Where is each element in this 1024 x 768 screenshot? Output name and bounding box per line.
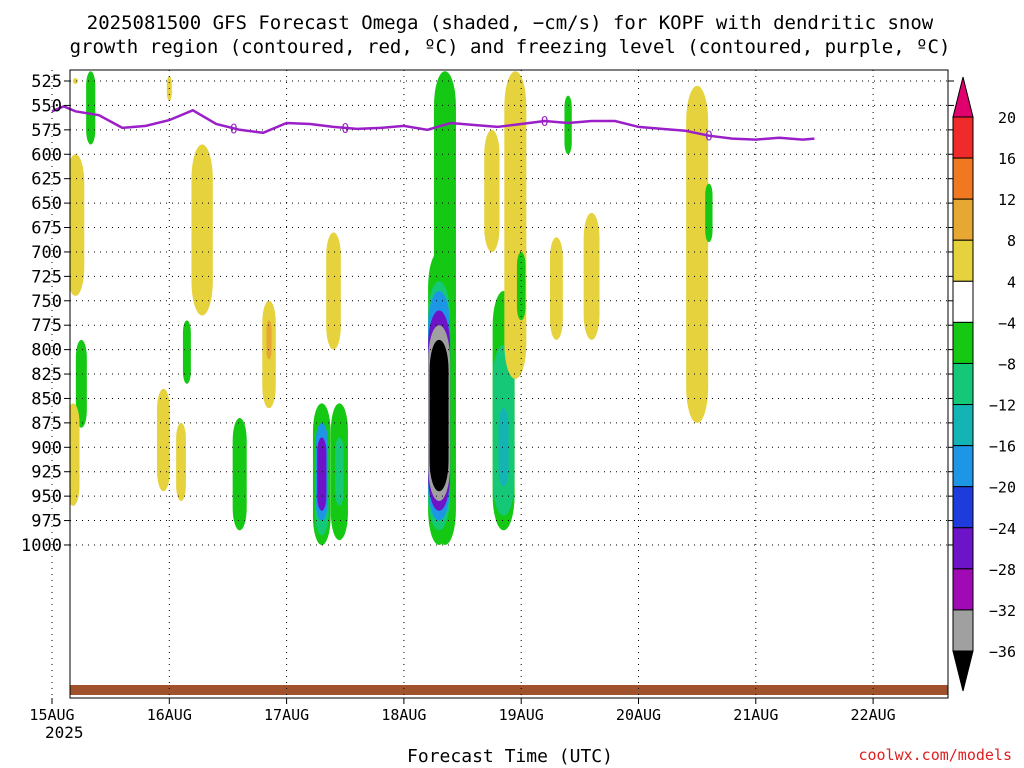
omega-cell-10 (182, 320, 191, 384)
omega-cell-11 (191, 144, 213, 316)
colorbar-label-6: −8 (998, 355, 1016, 373)
credit-text: coolwx.com/models (858, 746, 1012, 764)
freezing-level-label-3: 0 (705, 130, 713, 145)
colorbar-swatch-1 (952, 157, 974, 200)
colorbar-label-12: −32 (989, 602, 1016, 620)
y-tick-label-750: 750 (31, 292, 62, 312)
x-tick-label-18AUG: 18AUG (381, 706, 426, 724)
omega-cell-34 (504, 71, 527, 379)
omega-cell-36 (549, 237, 563, 340)
colorbar-swatch-5 (952, 321, 974, 364)
y-tick-label-675: 675 (31, 219, 62, 239)
colorbar-label-11: −28 (989, 561, 1016, 579)
y-tick-label-900: 900 (31, 438, 62, 458)
colorbar-label-5: −4 (998, 314, 1016, 332)
y-tick-label-825: 825 (31, 365, 62, 385)
ground-terrain (70, 685, 948, 695)
y-tick-label-850: 850 (31, 389, 62, 409)
y-tick-label-975: 975 (31, 512, 62, 532)
omega-cell-28 (429, 339, 449, 492)
colorbar-swatch-12 (952, 609, 974, 652)
x-tick-label-20AUG: 20AUG (616, 706, 661, 724)
grid (51, 70, 948, 698)
x-tick-label-22AUG: 22AUG (851, 706, 896, 724)
y-tick-label-775: 775 (31, 316, 62, 336)
omega-cell-5 (86, 71, 96, 145)
freezing-level-line (51, 105, 815, 141)
x-tick-label-21AUG: 21AUG (733, 706, 778, 724)
colorbar-bottom-triangle (952, 650, 974, 692)
y-tick-label-550: 550 (31, 96, 62, 116)
y-tick-label-525: 525 (31, 72, 62, 92)
omega-cell-4 (70, 403, 80, 506)
plot-frame (69, 69, 949, 699)
omega-cell-2 (72, 78, 78, 84)
colorbar-label-2: 12 (998, 191, 1016, 209)
colorbar: 20 16 12 8 4 −4 −8 −12 −16 −20 −24 −28 −32 −36 (952, 76, 1016, 692)
omega-cell-20 (335, 437, 344, 506)
x-axis-title: Forecast Time (UTC) (407, 746, 613, 767)
freezing-level-label-1: 0 (341, 122, 349, 137)
colorbar-swatch-9 (952, 486, 974, 529)
colorbar-label-1: 16 (998, 150, 1016, 168)
omega-cell-29 (484, 129, 500, 252)
y-tick-label-950: 950 (31, 487, 62, 507)
omega-cell-12 (232, 417, 247, 531)
colorbar-swatch-8 (952, 445, 974, 488)
y-tick-label-600: 600 (31, 145, 62, 165)
colorbar-swatch-4 (952, 280, 974, 323)
y-axis: 525 550 575 600 625 650 675 700 725 750 775 800 825 8… (21, 72, 954, 556)
omega-cell-6 (70, 154, 85, 296)
chart-title-line-1: 2025081500 GFS Forecast Omega (shaded, −… (87, 12, 934, 34)
freezing-level-label-0: 0 (230, 122, 238, 137)
freezing-level-label-2: 0 (541, 115, 549, 130)
colorbar-label-8: −16 (989, 438, 1016, 456)
x-tick-label-15AUG: 15AUG (29, 706, 74, 724)
omega-cell-38 (583, 212, 600, 340)
omega-cell-37 (564, 95, 572, 155)
omega-cell-32 (498, 408, 509, 487)
y-tick-label-625: 625 (31, 170, 62, 190)
colorbar-swatch-0 (952, 116, 974, 159)
colorbar-swatch-11 (952, 568, 974, 611)
colorbar-label-0: 20 (998, 109, 1016, 127)
y-tick-label-800: 800 (31, 341, 62, 361)
omega-shading (70, 71, 713, 545)
freezing-level: 0 0 0 0 (51, 105, 815, 145)
x-tick-label-16AUG: 16AUG (147, 706, 192, 724)
colorbar-swatch-10 (952, 527, 974, 570)
colorbar-label-10: −24 (989, 520, 1016, 538)
x-tick-label-17AUG: 17AUG (264, 706, 309, 724)
omega-cell-39 (686, 85, 709, 423)
omega-cell-8 (157, 388, 170, 492)
colorbar-label-9: −20 (989, 479, 1016, 497)
omega-cell-3 (75, 339, 87, 428)
y-tick-label-650: 650 (31, 194, 62, 214)
y-tick-label-925: 925 (31, 463, 62, 483)
colorbar-label-7: −12 (989, 397, 1016, 415)
y-tick-label-875: 875 (31, 414, 62, 434)
chart-title-line-2: growth region (contoured, red, ºC) and f… (70, 36, 951, 58)
colorbar-label-3: 8 (1007, 232, 1016, 250)
omega-cell-18 (317, 437, 327, 511)
colorbar-swatch-3 (952, 239, 974, 282)
y-tick-label-700: 700 (31, 243, 62, 263)
year-label: 2025 (45, 723, 84, 742)
colorbar-label-13: −36 (989, 643, 1016, 661)
omega-cell-21 (326, 232, 341, 350)
omega-cell-14 (266, 320, 272, 360)
colorbar-swatch-7 (952, 404, 974, 447)
colorbar-swatch-2 (952, 198, 974, 241)
y-tick-label-1000: 1000 (21, 536, 62, 556)
omega-cell-9 (176, 422, 186, 502)
omega-cell-40 (705, 183, 713, 243)
colorbar-label-4: 4 (1007, 273, 1016, 291)
colorbar-swatch-6 (952, 362, 974, 406)
x-tick-label-19AUG: 19AUG (499, 706, 544, 724)
y-tick-label-575: 575 (31, 121, 62, 141)
colorbar-top-triangle (952, 76, 974, 118)
y-tick-label-725: 725 (31, 267, 62, 287)
x-axis: 15AUG 16AUG 17AUG 18AUG 19AUG 20AUG 21AUG 22AUG (29, 698, 896, 724)
